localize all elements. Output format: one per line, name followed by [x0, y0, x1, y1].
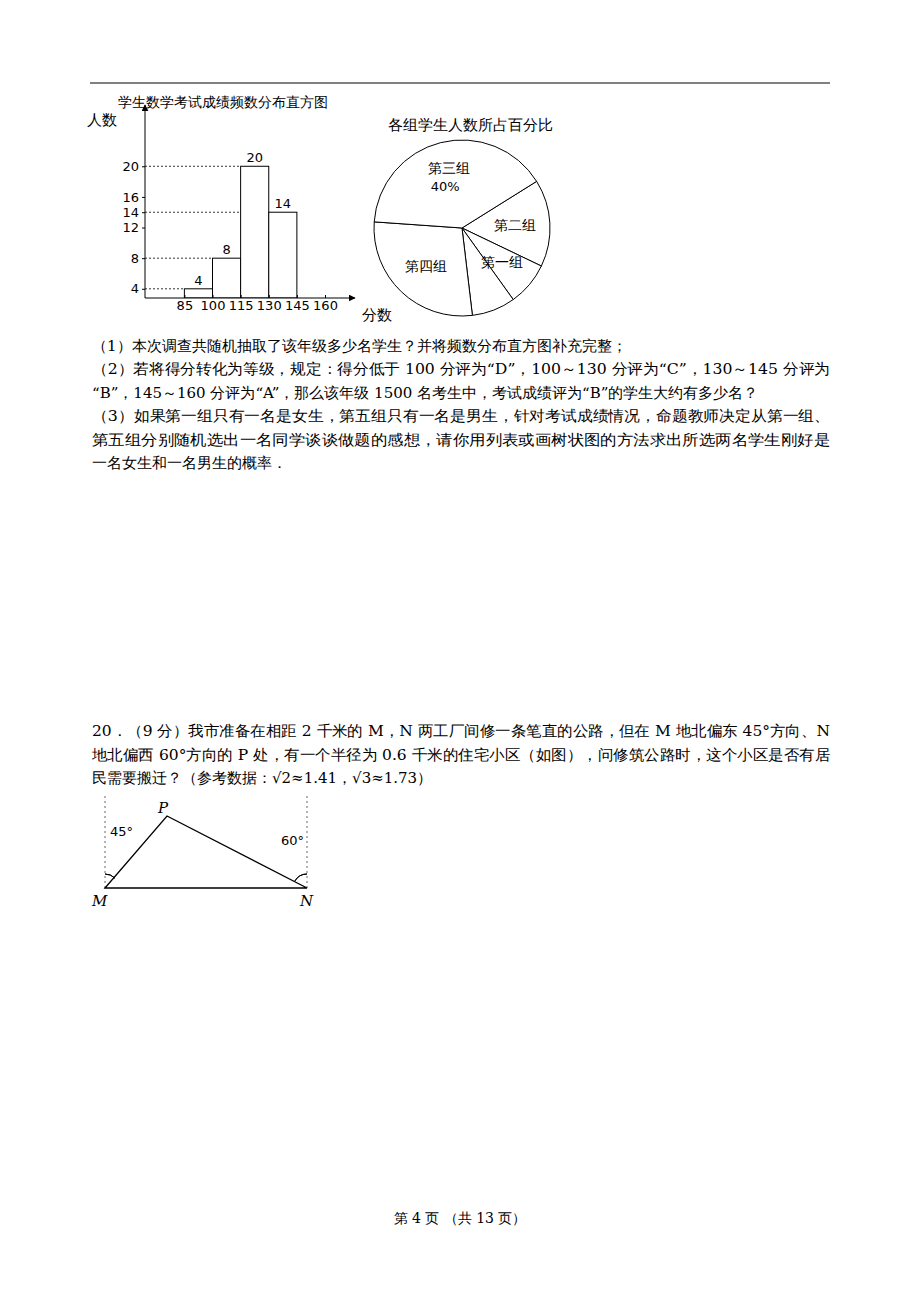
guide-line — [145, 166, 241, 167]
axis-title: 人数 — [87, 111, 117, 129]
text-line: 一名女生和一名男生的概率． — [92, 454, 287, 472]
x-axis: 85 100115130145160 — [145, 295, 355, 313]
data-labels: 4 8 20 14 — [194, 150, 291, 288]
tick: 16 — [122, 190, 145, 205]
text-line: 地北偏西 60°方向的 P 处，有一个半径为 0.6 千米的住宅小区（如图），问… — [91, 746, 830, 764]
axis-line — [145, 105, 146, 298]
text-line: 民需要搬迁？（参考数据：√2≈1.41，√3≈1.73） — [92, 769, 432, 787]
tick-mark — [142, 197, 145, 198]
page: 学生数学考试成绩频数分布直方图人数分数482014481214162085100… — [0, 0, 920, 1302]
slice — [374, 140, 536, 228]
bar — [269, 212, 297, 298]
data-label: 8 — [222, 242, 230, 257]
tick-label: 160 — [313, 298, 338, 313]
diagram: M N P 45° 60° — [91, 795, 314, 910]
tick: 8 — [131, 251, 145, 266]
tick-label: 85 — [177, 298, 194, 313]
tick-mark — [142, 258, 145, 259]
bars — [184, 166, 297, 298]
angle-arc — [295, 874, 307, 881]
data-label: 40% — [431, 179, 460, 194]
y-axis: 4 8 121416 20 — [122, 105, 145, 298]
slice-labels: 第二组第一组 第四组 第三组 40% — [405, 160, 536, 274]
tick-label: 130 — [257, 298, 282, 313]
text-line: （2）若将得分转化为等级，规定：得分低于 100 分评为“D”，100～130 … — [92, 360, 830, 378]
footer: 第 4 页 （共 13 页） — [394, 1210, 527, 1226]
slice-label: 第二组 — [494, 217, 536, 233]
tick: 160 — [313, 295, 338, 313]
point-label: M — [91, 892, 108, 910]
slice — [374, 222, 472, 316]
slice-label: 第四组 — [405, 258, 447, 274]
angle-label: 60° — [281, 833, 304, 848]
chart-title: 各组学生人数所占百分比 — [388, 116, 553, 134]
text-line: 第五组分别随机选出一名同学谈谈做题的感想，请你用列表或画树状图的方法求出所选两名… — [92, 431, 830, 449]
data-label: 4 — [194, 273, 202, 288]
text-line: “B”，145～160 分评为“A”，那么该年级 1500 名考生中，考试成绩评… — [92, 384, 758, 402]
tick-label: 12 — [122, 220, 139, 235]
tick: 130 — [257, 295, 282, 313]
header-rule — [90, 83, 830, 84]
text-line: 20．（9 分）我市准备在相距 2 千米的 M，N 两工厂间修一条笔直的公路，但… — [92, 722, 830, 740]
slice-label: 第一组 — [481, 254, 523, 270]
tick-label: 14 — [122, 205, 139, 220]
angle-arc — [105, 874, 115, 878]
question-text: （1）本次调查共随机抽取了该年级多少名学生？并将频数分布直方图补充完整； （2）若… — [91, 337, 830, 787]
pie-chart: 各组学生人数所占百分比第二组第一组 第四组 第三组 40% — [374, 116, 553, 316]
tick-label: 100 — [201, 298, 226, 313]
slices — [374, 140, 550, 316]
triangle — [105, 816, 307, 888]
tick-label: 20 — [122, 159, 139, 174]
point-label: N — [299, 892, 314, 910]
bar — [184, 289, 212, 298]
guide-line — [145, 288, 184, 289]
axis-title: 分数 — [362, 306, 392, 324]
tick-mark — [142, 166, 145, 167]
text-line: （3）如果第一组只有一名是女生，第五组只有一名是男生，针对考试成绩情况，命题教师… — [92, 407, 830, 425]
tick-label: 8 — [131, 251, 139, 266]
tick: 4 — [131, 281, 145, 296]
tick-label: 16 — [122, 190, 139, 205]
data-label: 14 — [275, 196, 292, 211]
slice-label: 第三组 — [428, 160, 470, 176]
tick: 12 — [122, 220, 145, 235]
bar — [213, 258, 241, 298]
tick-label: 115 — [229, 298, 254, 313]
tick: 20 — [122, 159, 145, 174]
guide-line — [145, 258, 213, 259]
point-label: P — [157, 799, 169, 817]
text-line: （1）本次调查共随机抽取了该年级多少名学生？并将频数分布直方图补充完整； — [92, 337, 627, 355]
tick-label: 4 — [131, 281, 139, 296]
tick-mark — [142, 289, 145, 290]
tick: 85 — [177, 295, 194, 313]
bar — [241, 166, 269, 298]
tick: 115 — [229, 295, 254, 313]
tick-label: 145 — [285, 298, 310, 313]
chart-title: 学生数学考试成绩频数分布直方图 — [118, 94, 328, 110]
tick: 100 — [201, 295, 226, 313]
histogram: 学生数学考试成绩频数分布直方图人数分数482014481214162085100… — [87, 94, 392, 324]
data-label: 20 — [246, 150, 263, 165]
angle-label: 45° — [110, 824, 133, 839]
tick-mark — [142, 228, 145, 229]
tick: 14 — [122, 205, 145, 220]
tick-mark — [142, 212, 145, 213]
tick: 145 — [285, 295, 310, 313]
